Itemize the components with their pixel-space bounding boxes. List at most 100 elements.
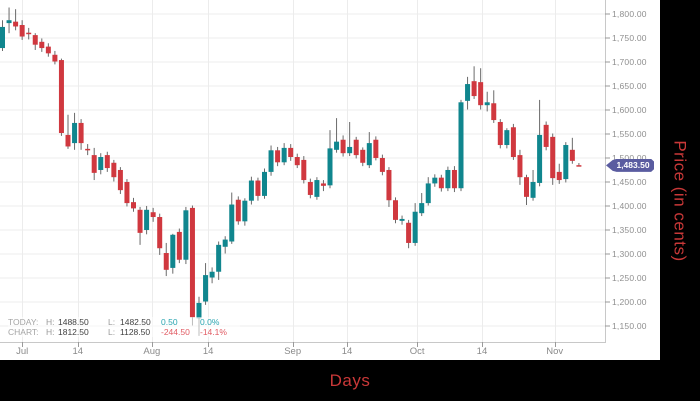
- candle[interactable]: [484, 91, 490, 112]
- candle[interactable]: [504, 128, 510, 149]
- candle[interactable]: [170, 233, 176, 274]
- candle[interactable]: [471, 66, 477, 99]
- candle[interactable]: [373, 136, 379, 161]
- candle[interactable]: [91, 147, 97, 181]
- candle[interactable]: [235, 196, 241, 225]
- candle[interactable]: [294, 153, 300, 169]
- candle[interactable]: [301, 156, 307, 184]
- candle[interactable]: [275, 146, 281, 167]
- candle[interactable]: [517, 149, 523, 185]
- candle[interactable]: [98, 153, 104, 175]
- today-change-pct: 0.0%: [200, 317, 220, 327]
- candle[interactable]: [65, 114, 71, 149]
- today-low-value: 1482.50: [120, 317, 151, 327]
- candle[interactable]: [412, 203, 418, 246]
- candle[interactable]: [111, 159, 117, 182]
- y-tick-label: 1,550.00: [612, 129, 647, 139]
- candlestick-plot[interactable]: [0, 0, 660, 360]
- current-price-tag: 1,483.50: [606, 158, 654, 172]
- candle[interactable]: [72, 112, 78, 150]
- candle[interactable]: [406, 219, 412, 249]
- candle[interactable]: [334, 118, 340, 153]
- candle[interactable]: [268, 145, 274, 176]
- chart-change: -244.50: [161, 327, 190, 337]
- candle[interactable]: [176, 228, 182, 264]
- candle[interactable]: [550, 133, 556, 185]
- candle[interactable]: [222, 236, 228, 254]
- candle[interactable]: [425, 177, 431, 206]
- candle[interactable]: [530, 169, 536, 201]
- candle[interactable]: [52, 50, 58, 65]
- candle[interactable]: [78, 119, 84, 150]
- candle[interactable]: [353, 136, 359, 159]
- candle[interactable]: [183, 206, 189, 265]
- candle[interactable]: [216, 241, 222, 280]
- candle[interactable]: [6, 7, 12, 34]
- candle[interactable]: [478, 68, 484, 110]
- candle[interactable]: [288, 144, 294, 161]
- candle[interactable]: [255, 177, 261, 201]
- candle[interactable]: [563, 142, 569, 183]
- candle[interactable]: [314, 177, 320, 200]
- candle[interactable]: [360, 147, 366, 167]
- candle[interactable]: [320, 180, 326, 192]
- y-tick-label: 1,200.00: [612, 297, 647, 307]
- status-row-chart: CHART: H: 1812.50 L: 1128.50 -244.50 -14.1%: [8, 327, 240, 337]
- candle[interactable]: [85, 144, 91, 156]
- candle[interactable]: [229, 192, 235, 244]
- y-tick-label: 1,450.00: [612, 177, 647, 187]
- candle[interactable]: [569, 137, 575, 164]
- candle[interactable]: [242, 198, 248, 226]
- candle[interactable]: [163, 242, 169, 277]
- candle[interactable]: [45, 43, 51, 57]
- candle[interactable]: [19, 20, 25, 40]
- candle[interactable]: [438, 174, 444, 192]
- candle[interactable]: [307, 178, 313, 199]
- candle[interactable]: [157, 213, 163, 255]
- candle[interactable]: [491, 90, 497, 123]
- candle[interactable]: [32, 33, 38, 50]
- candle[interactable]: [262, 168, 267, 199]
- candle[interactable]: [26, 27, 32, 40]
- candle[interactable]: [366, 132, 372, 169]
- candle[interactable]: [451, 166, 457, 193]
- candle[interactable]: [209, 267, 215, 284]
- candle[interactable]: [281, 143, 287, 166]
- candle[interactable]: [419, 193, 425, 217]
- candle[interactable]: [340, 135, 346, 157]
- chart-label: CHART:: [8, 327, 39, 337]
- candle[interactable]: [150, 207, 156, 222]
- candle[interactable]: [144, 205, 150, 235]
- candle[interactable]: [117, 167, 123, 194]
- candle[interactable]: [556, 163, 562, 184]
- candle[interactable]: [0, 20, 5, 51]
- candle[interactable]: [248, 176, 254, 205]
- candle[interactable]: [393, 197, 398, 224]
- candle[interactable]: [379, 154, 385, 176]
- candle[interactable]: [104, 151, 110, 172]
- candle[interactable]: [524, 174, 529, 206]
- candle[interactable]: [432, 174, 438, 187]
- candle[interactable]: [39, 38, 45, 52]
- candle[interactable]: [537, 99, 543, 187]
- y-tick-label: 1,800.00: [612, 9, 647, 19]
- candle[interactable]: [386, 167, 392, 207]
- candle[interactable]: [497, 119, 503, 149]
- candle[interactable]: [124, 179, 130, 207]
- candle[interactable]: [445, 166, 451, 192]
- candle[interactable]: [58, 58, 64, 136]
- candle[interactable]: [458, 99, 464, 192]
- candle[interactable]: [13, 9, 19, 31]
- candle[interactable]: [465, 76, 471, 110]
- candle[interactable]: [203, 263, 209, 305]
- candle[interactable]: [510, 123, 516, 160]
- candle[interactable]: [347, 121, 353, 157]
- candle[interactable]: [399, 215, 405, 225]
- candle[interactable]: [543, 121, 549, 151]
- candle[interactable]: [137, 206, 143, 245]
- candle[interactable]: [576, 163, 582, 167]
- candle[interactable]: [189, 205, 195, 326]
- candle[interactable]: [327, 130, 333, 189]
- status-row-today: TODAY: H: 1488.50 L: 1482.50 0.50 0.0%: [8, 317, 240, 327]
- candle[interactable]: [131, 197, 136, 212]
